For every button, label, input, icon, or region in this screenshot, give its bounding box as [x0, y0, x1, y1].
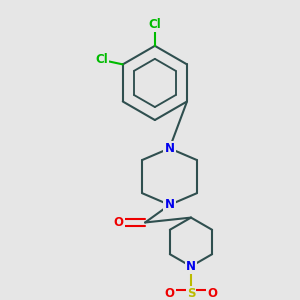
Text: N: N: [164, 198, 175, 212]
Text: Cl: Cl: [95, 53, 108, 66]
Text: N: N: [186, 260, 196, 273]
Text: O: O: [164, 287, 175, 300]
Text: O: O: [114, 216, 124, 229]
Text: Cl: Cl: [148, 18, 161, 31]
Text: O: O: [207, 287, 218, 300]
Text: S: S: [187, 287, 195, 300]
Text: N: N: [164, 142, 175, 155]
